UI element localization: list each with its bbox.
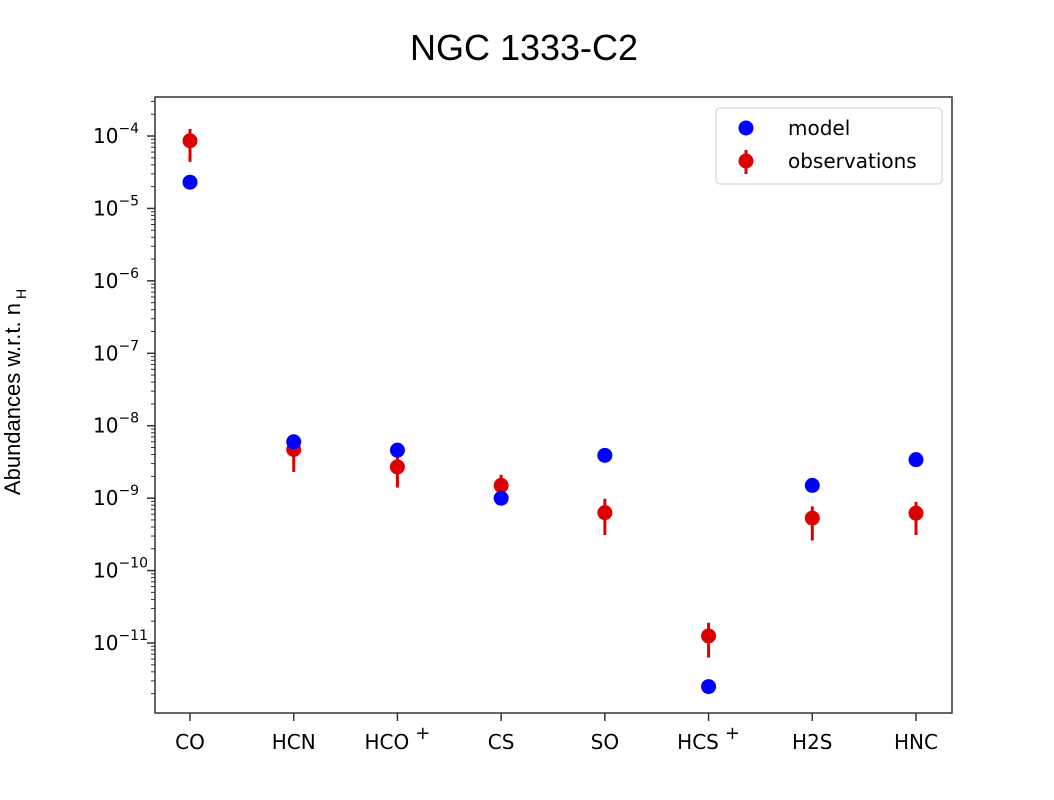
y-tick-label: 10−6 [93, 266, 139, 293]
y-tick-base: 10 [93, 486, 118, 510]
model-point [493, 490, 509, 506]
x-tick-label-text: SO [591, 730, 619, 754]
x-tick-label: HCO + [365, 723, 431, 754]
y-tick-exponent: −7 [118, 338, 139, 354]
x-axis-ticks: CO HCN HCO + CS SO HCS + H2S HNC [175, 713, 938, 754]
x-tick-label-text: H2S [792, 730, 832, 754]
x-tick-label: HNC [894, 730, 938, 754]
y-tick-base: 10 [93, 269, 118, 293]
x-tick-label-text: CS [488, 730, 515, 754]
legend-model-marker [738, 120, 754, 136]
x-tick-label: SO [591, 730, 619, 754]
y-tick-label: 10−4 [93, 121, 139, 148]
legend: model observations [715, 107, 943, 185]
x-tick-label-text: CO [175, 730, 205, 754]
y-tick-exponent: −9 [118, 483, 139, 499]
y-axis-label-subscript: H [13, 289, 29, 299]
chart-title: NGC 1333-C2 [410, 27, 638, 68]
x-tick-label-superscript: + [725, 723, 740, 744]
x-tick-label-text: HCO [365, 730, 410, 754]
observation-point [908, 505, 924, 521]
y-tick-label: 10−10 [93, 556, 148, 583]
y-tick-exponent: −11 [118, 628, 148, 644]
y-tick-base: 10 [93, 124, 118, 148]
y-tick-base: 10 [93, 559, 118, 583]
x-tick-label-text: HNC [894, 730, 938, 754]
y-tick-label: 10−11 [93, 628, 148, 655]
y-tick-label: 10−7 [93, 338, 139, 365]
model-point [804, 477, 820, 493]
model-point [908, 452, 924, 468]
model-point [597, 447, 613, 463]
y-tick-exponent: −6 [118, 266, 139, 282]
x-tick-label: CS [488, 730, 515, 754]
legend-box [715, 107, 943, 185]
y-tick-label: 10−9 [93, 483, 139, 510]
observations-series [182, 128, 924, 658]
observation-point [701, 628, 717, 644]
model-point [701, 679, 717, 695]
y-tick-base: 10 [93, 341, 118, 365]
x-tick-label: HCS + [677, 723, 740, 754]
x-tick-label-text: HCS [677, 730, 719, 754]
x-tick-label-superscript: + [415, 723, 430, 744]
observation-point [597, 505, 613, 521]
model-point [286, 434, 302, 450]
y-axis-label-text: Abundances w.r.t. n [0, 303, 25, 495]
y-tick-exponent: −8 [118, 411, 139, 427]
observation-point [389, 459, 405, 475]
x-tick-label: H2S [792, 730, 832, 754]
y-tick-exponent: −10 [118, 556, 148, 572]
y-tick-label: 10−8 [93, 411, 139, 438]
observation-point [804, 510, 820, 526]
observation-point [182, 133, 198, 149]
y-tick-label: 10−5 [93, 193, 139, 220]
model-point [182, 174, 198, 190]
model-point [389, 442, 405, 458]
y-axis-label: Abundances w.r.t. n H [0, 289, 29, 495]
x-tick-label: CO [175, 730, 205, 754]
legend-model-label: model [788, 116, 850, 140]
legend-observations-label: observations [788, 149, 917, 173]
plot-frame [154, 96, 953, 714]
model-series [182, 174, 924, 695]
y-tick-exponent: −4 [118, 121, 139, 137]
y-tick-base: 10 [93, 414, 118, 438]
y-tick-base: 10 [93, 631, 118, 655]
y-tick-exponent: −5 [118, 193, 139, 209]
legend-observations-marker [738, 153, 754, 169]
observation-point [493, 477, 509, 493]
x-tick-label-text: HCN [272, 730, 316, 754]
svg-text:Abundances w.r.t. nH: Abundances w.r.t. n H [0, 289, 29, 495]
x-tick-label: HCN [272, 730, 316, 754]
y-tick-base: 10 [93, 196, 118, 220]
